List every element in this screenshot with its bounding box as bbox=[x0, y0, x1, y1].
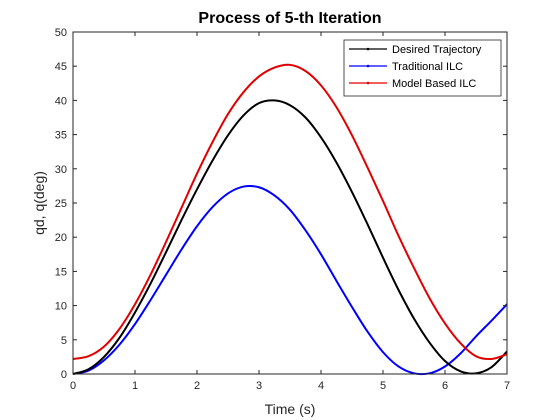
y-tick-label: 5 bbox=[61, 335, 67, 347]
y-tick-label: 10 bbox=[55, 301, 67, 313]
series-line-model-based-ilc bbox=[72, 63, 508, 361]
x-tick-label: 2 bbox=[194, 380, 200, 392]
legend-label: Model Based ILC bbox=[392, 78, 476, 90]
x-tick-label: 6 bbox=[442, 380, 448, 392]
chart-title: Process of 5-th Iteration bbox=[198, 10, 381, 27]
y-tick-label: 15 bbox=[55, 266, 67, 278]
x-tick-label: 3 bbox=[256, 380, 262, 392]
y-tick-label: 30 bbox=[55, 164, 67, 176]
y-tick-label: 35 bbox=[55, 130, 67, 142]
legend-marker bbox=[366, 47, 370, 51]
x-axis-label: Time (s) bbox=[265, 401, 316, 417]
x-tick-label: 0 bbox=[70, 380, 76, 392]
y-tick-label: 40 bbox=[55, 95, 67, 107]
series-line-traditional-ilc bbox=[72, 184, 508, 376]
y-axis-label: qd, q(deg) bbox=[31, 171, 47, 235]
x-tick-label: 4 bbox=[318, 380, 324, 392]
x-tick-label: 1 bbox=[132, 380, 138, 392]
y-tick-label: 25 bbox=[55, 198, 67, 210]
x-tick-label: 5 bbox=[380, 380, 386, 392]
y-tick-label: 50 bbox=[55, 27, 67, 39]
legend-marker bbox=[366, 64, 370, 68]
series-layer bbox=[72, 63, 508, 376]
y-tick-label: 0 bbox=[61, 369, 67, 381]
x-tick-label: 7 bbox=[504, 380, 510, 392]
legend-marker bbox=[366, 81, 370, 85]
legend-label: Desired Trajectory bbox=[392, 44, 482, 56]
y-tick-label: 45 bbox=[55, 61, 67, 73]
series-line-desired-trajectory bbox=[72, 99, 508, 375]
legend-label: Traditional ILC bbox=[392, 61, 463, 73]
legend: Desired Trajectory Traditional ILC Model B… bbox=[343, 39, 502, 97]
y-tick-label: 20 bbox=[55, 232, 67, 244]
